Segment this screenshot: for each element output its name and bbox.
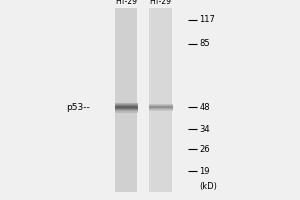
Text: 34: 34 bbox=[200, 124, 210, 134]
Text: (kD): (kD) bbox=[200, 182, 217, 192]
Bar bbox=[149, 8, 172, 192]
Text: HT-29: HT-29 bbox=[115, 0, 137, 6]
Text: 117: 117 bbox=[200, 16, 215, 24]
Text: 26: 26 bbox=[200, 144, 210, 154]
Text: p53--: p53-- bbox=[66, 102, 90, 112]
Text: 85: 85 bbox=[200, 40, 210, 48]
Text: 48: 48 bbox=[200, 102, 210, 112]
Text: HT-29: HT-29 bbox=[149, 0, 172, 6]
Bar bbox=[115, 8, 137, 192]
Text: 19: 19 bbox=[200, 166, 210, 176]
